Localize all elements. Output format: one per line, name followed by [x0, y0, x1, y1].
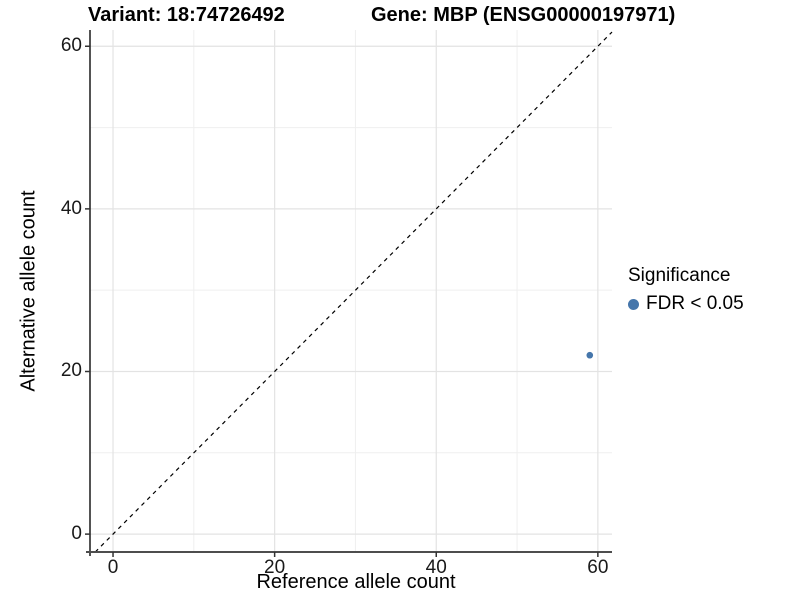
y-tick-label: 0 [71, 523, 82, 545]
variant-title: Variant: 18:74726492 [88, 4, 285, 26]
x-tick-label: 40 [425, 557, 447, 578]
legend-item: FDR < 0.05 [628, 293, 744, 315]
data-point [586, 351, 594, 359]
y-tick-label: 20 [60, 360, 82, 382]
legend-item-label: FDR < 0.05 [646, 293, 744, 314]
y-tick-label: 60 [60, 35, 82, 57]
legend-title: Significance [628, 265, 731, 286]
x-axis-title: Reference allele count [256, 571, 456, 593]
x-tick-label: 0 [107, 557, 119, 578]
legend: Significance FDR < 0.05 [628, 265, 744, 315]
legend-key-dot-icon [628, 298, 639, 310]
x-tick-label: 20 [264, 557, 286, 578]
y-tick-label: 40 [60, 197, 82, 219]
gene-title: Gene: MBP (ENSG00000197971) [371, 4, 676, 26]
identity-line [94, 31, 613, 553]
x-tick-label: 60 [587, 557, 609, 578]
